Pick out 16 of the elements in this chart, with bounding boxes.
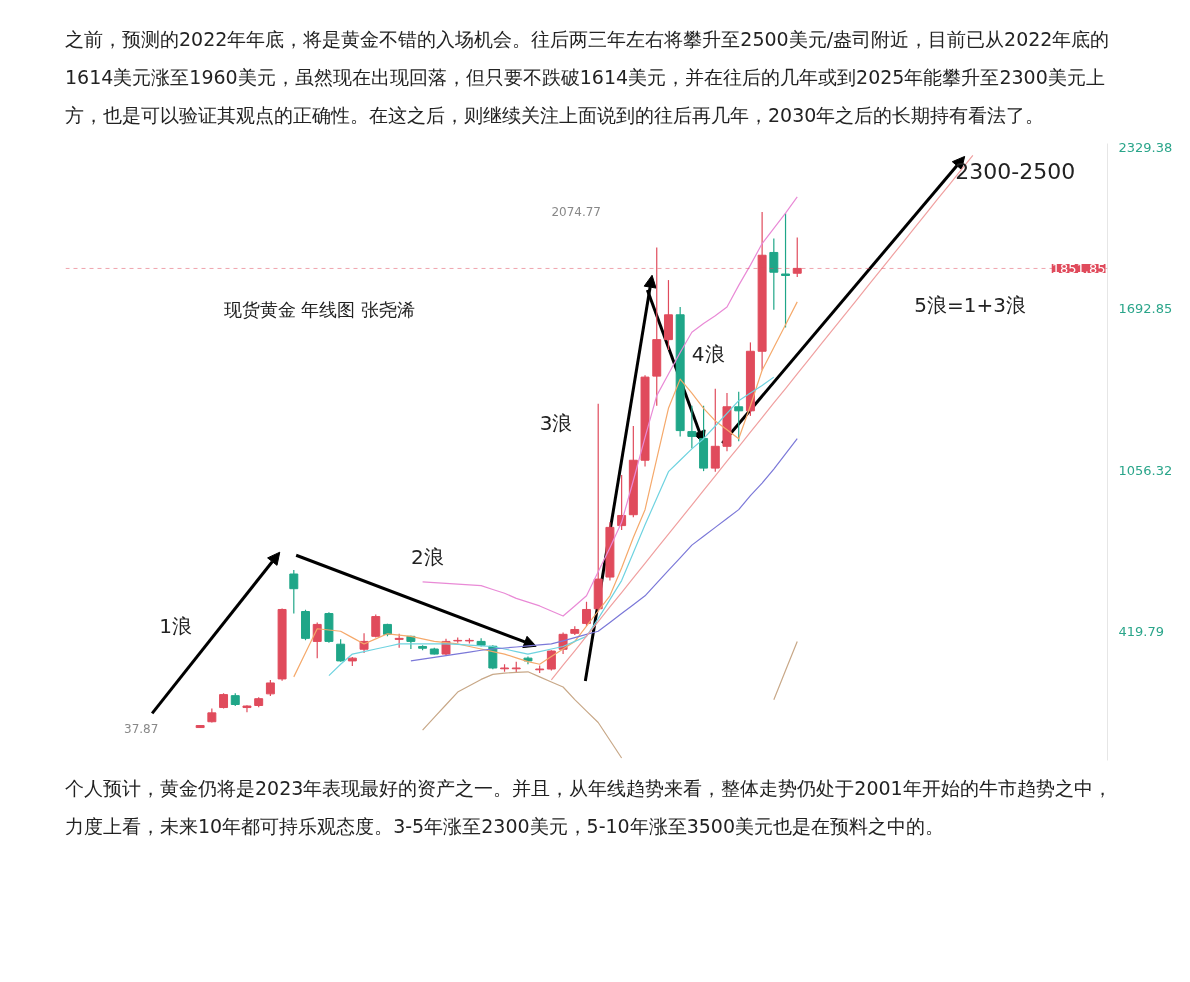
y-tick-label: 1692.85 — [1118, 301, 1173, 317]
annotation: 2300-2500 — [955, 159, 1076, 185]
annotation: 5浪=1+3浪 — [914, 292, 1027, 317]
annotation: 2浪 — [410, 545, 444, 570]
text: 个人预计，黄金仍将是2023年表现最好的资产之一。并且，从年线趋势来看，整体走势仍处于2001年开始的牛市趋势之中，力度上看，未来10年都可持乐观态度。3-5年涨至2300美元，5-10年涨至3500美元也是在预料之中的。 — [65, 776, 1113, 839]
annotation: 1浪 — [159, 614, 192, 639]
annotation: 4浪 — [691, 342, 725, 367]
text: 之前，预测的2022年年底，将是黄金不错的入场机会。往后两三年左右将攀升至2500美元/盎司附近，目前已从2022年底的1614美元涨至1960美元，虽然现在出现回落，但只要不跌破1614美元，并在往后的几年或到2025年能攀升至2300美元上方，也是可以验证其观点的正确性。在这之后，则继续关注上面说到的往后再几年，2030年之后的长期持有看法了。 — [65, 27, 1111, 128]
annotation: 3浪 — [539, 411, 573, 436]
y-tick-label: 1056.32 — [1118, 462, 1173, 478]
y-tick-label: 2329.38 — [1118, 139, 1173, 155]
annotation: 2074.77 — [551, 205, 601, 220]
y-tick-label: 419.79 — [1118, 623, 1164, 639]
ref-line-label: 1851.85 — [1051, 260, 1106, 276]
annotation: 现货黄金 年线图 张尧浠 — [223, 299, 416, 321]
annotation: 37.87 — [124, 721, 159, 736]
